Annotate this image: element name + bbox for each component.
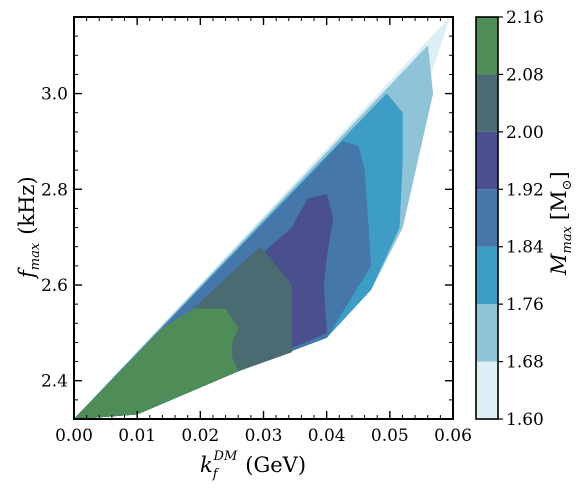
x-tick-label: 0.03 xyxy=(245,426,283,446)
colorbar-tick-label: 1.68 xyxy=(506,353,544,373)
contour-regions xyxy=(74,17,451,419)
y-axis-label: fmax(kHz) xyxy=(15,176,43,280)
colorbar-ticks: 1.60 1.68 1.76 1.84 1.92 2.00 2.08 2.16 xyxy=(498,8,544,430)
colorbar-band-3 xyxy=(476,189,498,247)
x-tick-label: 0.04 xyxy=(308,426,346,446)
colorbar-band-1 xyxy=(476,304,498,362)
colorbar-band-4 xyxy=(476,131,498,190)
x-axis: 0.00 0.01 0.02 0.03 0.04 0.05 0.06 xyxy=(55,17,472,446)
colorbar-label: Mmax[M⊙] xyxy=(547,171,575,276)
x-axis-label: kfDM (GeV) xyxy=(200,449,306,482)
svg-text:fmax(kHz): fmax(kHz) xyxy=(15,176,43,280)
colorbar-band-0 xyxy=(476,361,498,419)
x-tick-label: 0.06 xyxy=(434,426,472,446)
svg-text:Mmax[M⊙]: Mmax[M⊙] xyxy=(547,171,575,276)
y-tick-label: 2.4 xyxy=(41,372,68,392)
x-tick-label: 0.00 xyxy=(55,426,93,446)
colorbar-tick-label: 2.00 xyxy=(506,123,544,143)
colorbar-frame xyxy=(475,16,499,420)
y-tick-label: 3.0 xyxy=(41,85,68,105)
colorbar-tick-label: 2.16 xyxy=(506,8,544,28)
colorbar-band-5 xyxy=(476,74,498,132)
y-tick-label: 2.8 xyxy=(41,180,68,200)
colorbar-tick-label: 1.92 xyxy=(506,180,544,200)
y-tick-label: 2.6 xyxy=(41,276,68,296)
colorbar-tick-label: 2.08 xyxy=(506,65,544,85)
contour-region-6 xyxy=(74,308,239,419)
colorbar-band-6 xyxy=(476,17,498,75)
colorbar-tick-label: 1.60 xyxy=(506,410,544,430)
y-axis: 2.4 2.6 2.8 3.0 xyxy=(41,35,453,401)
x-tick-label: 0.01 xyxy=(118,426,156,446)
colorbar-tick-label: 1.84 xyxy=(506,238,544,258)
colorbar-band-2 xyxy=(476,246,498,305)
colorbar-tick-label: 1.76 xyxy=(506,295,544,315)
x-tick-label: 0.02 xyxy=(181,426,219,446)
x-tick-label: 0.05 xyxy=(371,426,409,446)
colorbar xyxy=(476,17,498,419)
